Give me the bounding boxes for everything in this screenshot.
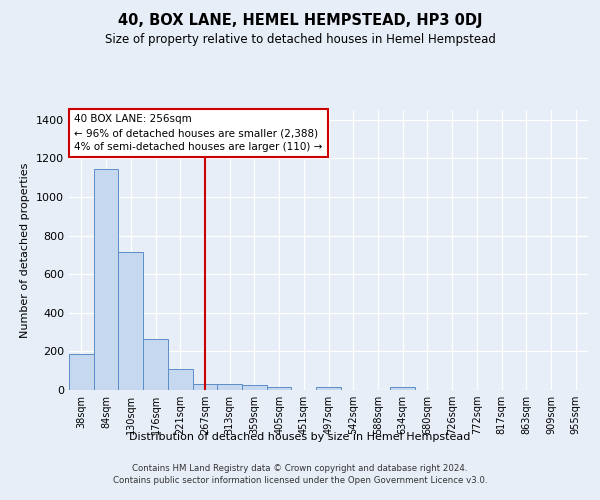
Y-axis label: Number of detached properties: Number of detached properties — [20, 162, 31, 338]
Text: Contains public sector information licensed under the Open Government Licence v3: Contains public sector information licen… — [113, 476, 487, 485]
Bar — [267, 387, 292, 390]
Bar — [390, 387, 415, 390]
Bar — [94, 169, 118, 390]
Text: Distribution of detached houses by size in Hemel Hempstead: Distribution of detached houses by size … — [130, 432, 470, 442]
Bar — [242, 385, 267, 390]
Text: 40, BOX LANE, HEMEL HEMPSTEAD, HP3 0DJ: 40, BOX LANE, HEMEL HEMPSTEAD, HP3 0DJ — [118, 12, 482, 28]
Bar — [69, 354, 94, 390]
Text: Contains HM Land Registry data © Crown copyright and database right 2024.: Contains HM Land Registry data © Crown c… — [132, 464, 468, 473]
Bar — [118, 252, 143, 390]
Bar — [316, 387, 341, 390]
Text: 40 BOX LANE: 256sqm
← 96% of detached houses are smaller (2,388)
4% of semi-deta: 40 BOX LANE: 256sqm ← 96% of detached ho… — [74, 114, 323, 152]
Bar — [217, 384, 242, 390]
Bar — [168, 369, 193, 390]
Bar — [143, 339, 168, 390]
Text: Size of property relative to detached houses in Hemel Hempstead: Size of property relative to detached ho… — [104, 32, 496, 46]
Bar — [193, 384, 217, 390]
